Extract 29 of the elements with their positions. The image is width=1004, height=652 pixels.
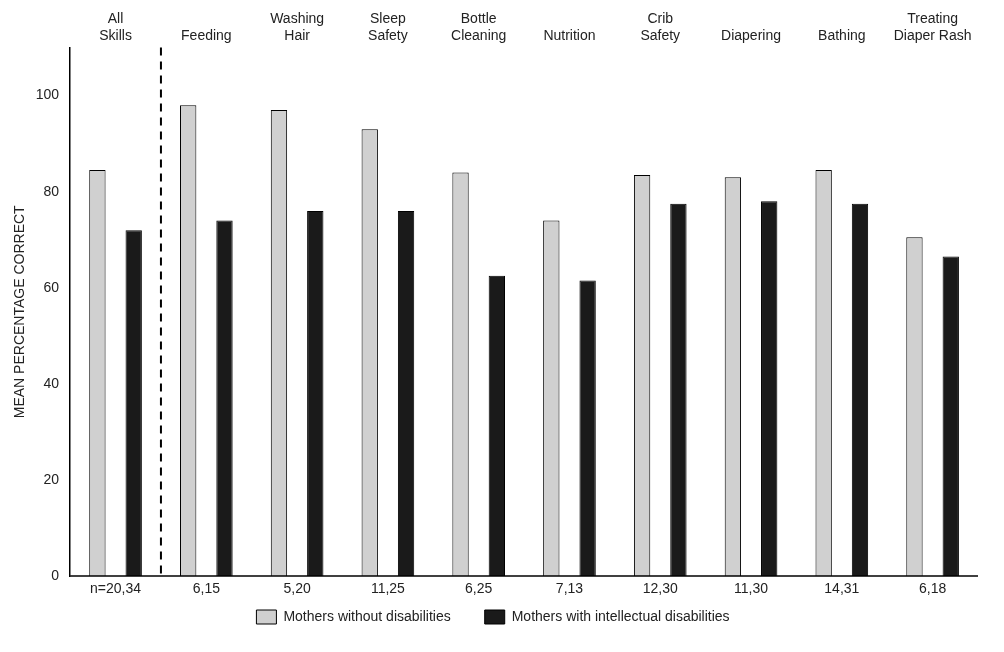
legend-label: Mothers with intellectual disabilities xyxy=(511,607,730,624)
text: 5,20 xyxy=(283,579,311,596)
text: 6,18 xyxy=(918,579,947,596)
y-tick-label: 60 xyxy=(43,278,60,295)
x-tick-label: Bathing xyxy=(818,27,866,44)
x-tick-label: Treating Diaper Rash xyxy=(893,10,972,44)
x-tick-label: Washing Hair xyxy=(270,10,325,44)
x-tick-label: Sleep Safety xyxy=(368,10,408,44)
text: 6,15 xyxy=(192,579,221,596)
x-tick-label: All Skills xyxy=(99,10,132,44)
legend-label: Mothers without disabilities xyxy=(283,607,451,624)
text: 14,31 xyxy=(824,579,860,596)
text: 12,30 xyxy=(642,579,678,596)
text: 11,30 xyxy=(734,579,769,596)
x-tick-label: Crib Safety xyxy=(640,10,681,44)
y-tick-label: 0 xyxy=(51,566,60,583)
x-tick-label: Nutrition xyxy=(543,27,596,44)
x-tick-label: Bottle Cleaning xyxy=(451,10,507,44)
y-tick-label: 80 xyxy=(43,182,60,199)
text: 7,13 xyxy=(555,579,584,596)
y-axis-title: MEAN PERCENTAGE CORRECT xyxy=(11,204,28,419)
text: 11,25 xyxy=(370,579,406,596)
text: n=20,34 xyxy=(90,579,142,596)
y-tick-label: 40 xyxy=(43,374,60,391)
x-tick-label: Feeding xyxy=(181,27,232,44)
y-tick-label: 100 xyxy=(35,86,60,103)
text: 6,25 xyxy=(465,579,493,596)
x-tick-label: Diapering xyxy=(721,27,782,44)
y-tick-label: 20 xyxy=(43,470,60,487)
